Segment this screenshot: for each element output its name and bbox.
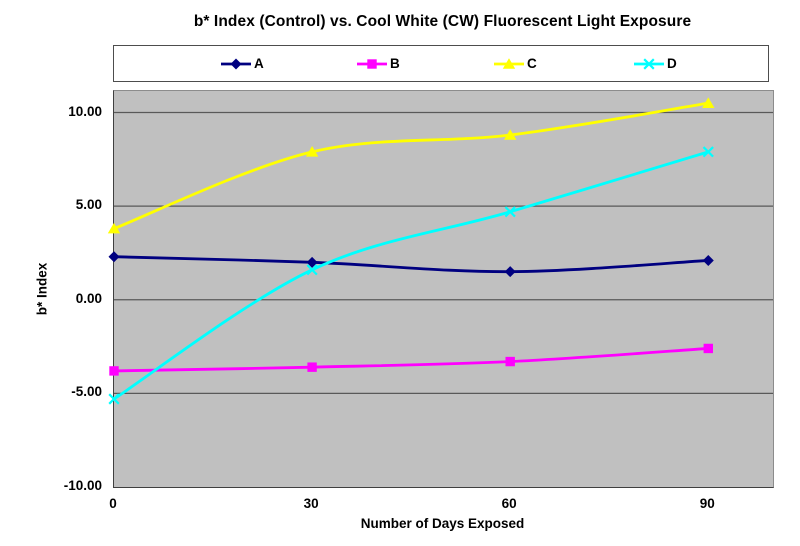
legend-item-D: D [634,56,677,72]
legend-item-B: B [357,56,400,72]
legend-item-A: A [221,56,264,72]
y-tick-label--10.00: -10.00 [63,478,102,493]
chart-title: b* Index (Control) vs. Cool White (CW) F… [193,13,692,30]
y-axis-title: b* Index [34,262,50,316]
y-tick-label-0.00: 0.00 [75,290,102,306]
series-B-marker-90 [703,343,713,354]
series-B-marker-60 [505,356,515,367]
x-tick-label-90: 90 [699,496,715,511]
x-tick-label-60: 60 [501,496,517,511]
legend-A-marker [230,58,242,69]
legend-marker-triangle-icon [494,57,524,69]
y-tick-label-10.00: 10.00 [68,103,102,119]
series-B-line [112,347,710,373]
series-A-marker-90 [702,254,714,266]
legend-item-C: C [494,56,537,72]
series-A-marker-0 [108,251,120,263]
series-C-marker-90 [702,97,715,108]
plot-series-layer [107,97,773,405]
series-A-line [112,255,710,274]
y-tick-label-5.00: 5.00 [75,197,102,213]
legend-label-C: C [527,55,537,71]
legend-C-marker [502,57,516,69]
series-D-line [112,150,710,401]
series-D-marker-60 [504,206,516,218]
series-A-marker-30 [306,256,318,268]
x-tick-label-0: 0 [109,496,117,511]
series-C-marker-60 [503,129,517,140]
series-C-line [112,101,710,231]
legend-label-B: B [390,55,400,71]
series-B-marker-30 [307,362,317,372]
series-D-marker-30 [306,264,318,276]
legend: A B C D [113,45,769,82]
legend-B-marker [367,58,377,69]
legend-label-A: A [254,55,264,71]
plot-area [107,90,774,488]
legend-marker-diamond-icon [221,58,251,69]
legend-marker-square-icon [357,58,387,69]
series-C-marker-0 [107,222,121,234]
series-D-marker-90 [702,146,714,158]
x-axis-title: Number of Days Exposed [360,516,525,531]
series-A-marker-60 [504,266,516,278]
series-B-marker-0 [109,366,119,376]
legend-marker-x-icon [634,57,664,70]
x-tick-label-30: 30 [303,496,319,511]
legend-D-marker [643,57,655,70]
legend-label-D: D [667,55,677,71]
series-C-marker-30 [305,146,319,157]
series-D-marker-0 [108,393,120,405]
y-tick-label--5.00: -5.00 [71,384,102,400]
